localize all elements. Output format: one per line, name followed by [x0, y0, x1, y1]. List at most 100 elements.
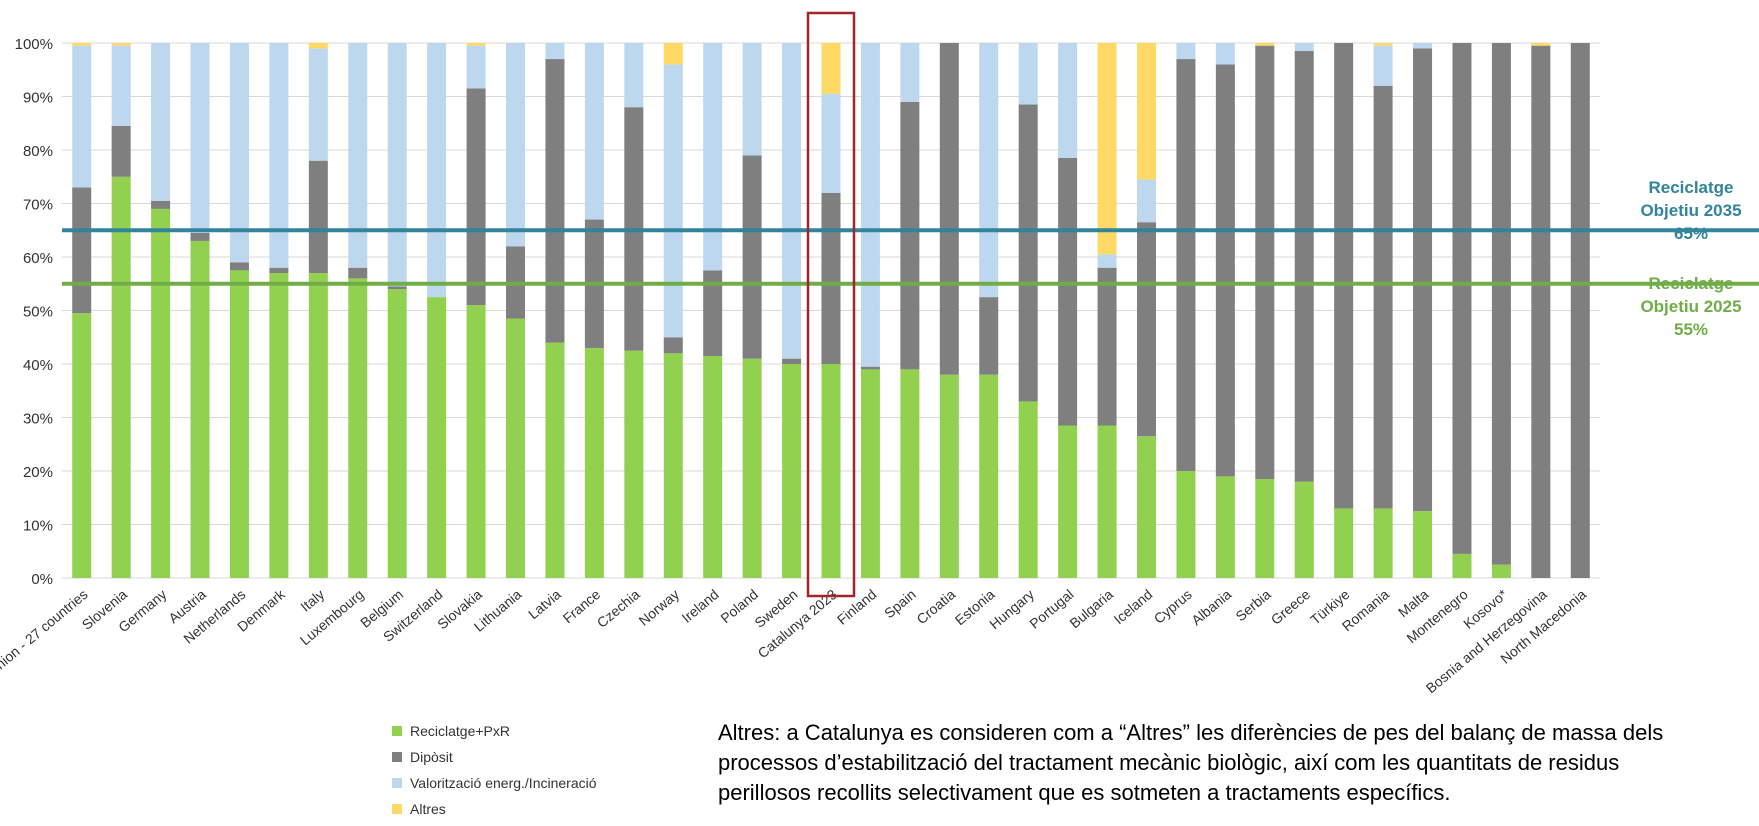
x-tick-label: Croatia [913, 586, 958, 627]
legend-item: Reciclatge+PxR [392, 718, 597, 744]
bar-segment [663, 64, 683, 338]
x-tick-label: Portugal [1026, 586, 1076, 632]
bar-segment [387, 289, 407, 578]
bar-segment [1136, 222, 1156, 437]
bar-segment [1334, 508, 1354, 578]
bar-segment [860, 369, 880, 578]
bar-segment [1373, 85, 1393, 509]
bar-segment [1215, 476, 1235, 578]
y-tick-label: 10% [23, 518, 53, 535]
bar-segment [151, 43, 171, 201]
bar-segment [111, 43, 131, 46]
x-tick-label: Finland [834, 586, 879, 628]
bar-segment [1294, 481, 1314, 578]
bar-segment [821, 43, 841, 94]
bar-segment [1413, 511, 1433, 578]
bar-segment [1058, 158, 1078, 426]
bar-segment [782, 364, 802, 578]
bar-segment [1255, 45, 1275, 480]
x-tick-label: Cyprus [1151, 586, 1195, 627]
x-tick-label: Italy [297, 586, 327, 615]
bar-segment [308, 43, 328, 49]
target-2025-label-line: 55% [1673, 320, 1709, 339]
x-tick-label: Latvia [525, 586, 564, 622]
bar-segment [151, 208, 171, 578]
bar-segment [348, 43, 368, 268]
legend-label: Altres [410, 801, 446, 817]
bar-segment [939, 43, 959, 375]
bar-segment [900, 101, 920, 370]
bar-segment [1452, 553, 1472, 578]
y-tick-label: 100% [15, 36, 53, 53]
bar-segment [269, 43, 289, 268]
y-tick-label: 90% [23, 90, 53, 107]
bar-segment [348, 278, 368, 578]
bar-segment [72, 313, 92, 578]
y-tick-label: 60% [23, 250, 53, 267]
bar-segment [900, 369, 920, 578]
bar-segment [703, 270, 723, 356]
bar-segment [1215, 43, 1235, 65]
bar-segment [466, 45, 486, 89]
footnote-line: perillosos recollits selectivament que e… [718, 780, 1451, 805]
bar-segment [584, 43, 604, 220]
bar-segment [1097, 267, 1117, 426]
bar-segment [1176, 59, 1196, 472]
bar-segment [229, 270, 249, 578]
y-tick-label: 0% [31, 571, 53, 588]
bar-segment [939, 374, 959, 578]
bar-segment [387, 43, 407, 287]
footnote-line: processos d’estabilització del tractamen… [718, 750, 1620, 775]
bar-segment [1452, 43, 1472, 554]
legend-swatch [392, 778, 402, 788]
footnote: Altres: a Catalunya es consideren com a … [718, 718, 1758, 808]
bar-segment [1531, 45, 1551, 579]
bar-segment [308, 48, 328, 161]
bar-segment [979, 297, 999, 375]
bar-segment [1570, 43, 1590, 578]
footnote-line: Altres: a Catalunya es consideren com a … [718, 720, 1664, 745]
bar-segment [584, 347, 604, 578]
bar-segment [782, 43, 802, 359]
x-tick-label: European Union - 27 countries [0, 586, 91, 720]
bar-segment [663, 353, 683, 578]
legend-swatch [392, 752, 402, 762]
bar-segment [1136, 179, 1156, 223]
bar-segment [190, 240, 210, 578]
legend: Reciclatge+PxR Dipòsit Valorització ener… [392, 718, 597, 822]
bar-segment [1018, 401, 1038, 578]
x-tick-label: Bulgaria [1066, 586, 1116, 631]
bar-segment [979, 374, 999, 578]
bar-segment [229, 43, 249, 263]
bar-segment [72, 45, 92, 188]
bar-segment [782, 358, 802, 364]
bar-segment [269, 273, 289, 578]
y-axis-tick-labels: 0% 10% 20% 30% 40% 50% 60% 70% 80% 90% 100% [15, 36, 53, 588]
bar-segment [703, 43, 723, 271]
bar-segment [545, 342, 565, 578]
bar-segment [900, 43, 920, 102]
bar-segment [427, 43, 447, 298]
bar-segment [1255, 43, 1275, 46]
bar-segment [663, 337, 683, 354]
bar-segment [151, 200, 171, 209]
legend-label: Dipòsit [410, 749, 453, 765]
y-tick-label: 20% [23, 464, 53, 481]
x-tick-label: Greece [1268, 586, 1314, 628]
bar-segment [860, 43, 880, 367]
bar-segment [1018, 43, 1038, 105]
legend-label: Valorització energ./Incineració [410, 775, 597, 791]
legend-item: Valorització energ./Incineració [392, 770, 597, 796]
x-tick-label: Albania [1188, 586, 1234, 628]
bar-segment [427, 297, 447, 578]
bar-segment [466, 43, 486, 46]
x-tick-label: Hungary [986, 586, 1037, 632]
legend-swatch [392, 804, 402, 814]
bar-segment [1255, 479, 1275, 578]
highlight-box [806, 11, 856, 598]
bar-segment [269, 267, 289, 274]
bar-segment [1531, 43, 1551, 46]
bar-segment [860, 366, 880, 370]
bar-segment [466, 88, 486, 306]
